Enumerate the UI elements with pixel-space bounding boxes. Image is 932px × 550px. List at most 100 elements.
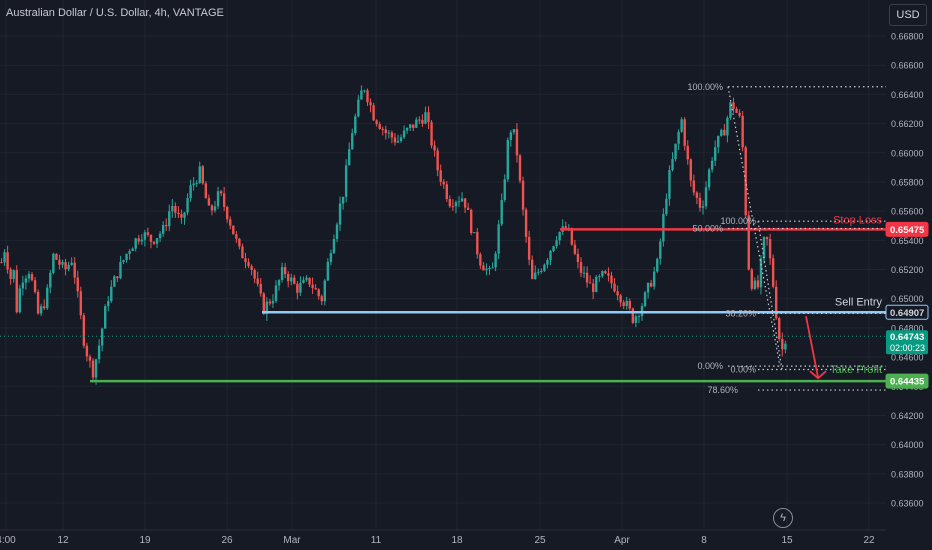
candle-body (549, 250, 552, 261)
candle-body (726, 117, 729, 136)
candle-body (39, 306, 43, 314)
candle-body (348, 149, 351, 166)
candle-body (683, 119, 686, 146)
candle-body (695, 192, 699, 198)
candle-body (152, 241, 156, 244)
candle-body (686, 145, 689, 160)
time-axis[interactable]: 4:00 12 19 26 Mar 11 18 25 Apr 8 15 22 (0, 529, 886, 546)
candle-body (704, 187, 708, 207)
candle-body (637, 316, 641, 318)
price-tick-label: 0.65000 (891, 294, 924, 304)
current-price-badge: 0.64743 (890, 332, 924, 343)
candle-body (27, 274, 31, 279)
candle-body (30, 274, 34, 281)
candle-body (67, 264, 70, 270)
candle-body (720, 129, 723, 136)
candle-body (470, 209, 473, 234)
candle-body (430, 122, 433, 146)
time-tick-label: 12 (57, 535, 69, 546)
candle-body (656, 258, 659, 272)
sell-entry-label: Sell Entry (835, 296, 883, 308)
candle-body (143, 232, 147, 240)
candle-body (21, 282, 25, 289)
candle-body (512, 129, 516, 133)
candle-body (613, 283, 616, 292)
candle-body (128, 251, 131, 254)
candle-body (192, 183, 195, 186)
candle-body (287, 274, 290, 282)
candle-body (344, 165, 348, 197)
time-tick-label: 15 (781, 535, 793, 546)
candle-body (570, 227, 574, 245)
candle-body (6, 252, 9, 270)
candle-body (250, 266, 253, 271)
candle-body (259, 283, 262, 294)
candle-body (104, 306, 107, 329)
candle-body (198, 166, 201, 183)
price-tick-label: 0.66400 (891, 90, 924, 100)
candle-body (515, 129, 519, 156)
lightning-icon[interactable]: ϟ (773, 508, 793, 528)
candle-body (439, 170, 442, 182)
candle-body (91, 360, 95, 378)
candle-body (351, 133, 354, 150)
candle-body (540, 270, 543, 272)
time-tick-label: 11 (371, 535, 382, 546)
price-axis[interactable]: 0.66800 0.66600 0.66400 0.66200 0.66000 0.658… (886, 0, 932, 550)
candle-body (299, 282, 302, 293)
candle-body (24, 278, 28, 283)
candle-body (677, 131, 680, 144)
candle-body (116, 276, 119, 279)
candle-body (619, 295, 622, 303)
candle-body (659, 241, 662, 259)
candle-body (134, 238, 137, 249)
candle-body (680, 119, 683, 132)
candle-body (671, 159, 674, 171)
candle-body (451, 206, 455, 208)
candle-body (85, 345, 89, 357)
currency-button[interactable]: USD (889, 4, 927, 26)
candle-body (582, 272, 586, 274)
candle-body (332, 239, 336, 254)
candle-body (305, 277, 308, 280)
candle-body (384, 129, 387, 134)
fib-level-label: 38.20% (725, 308, 756, 318)
candle-body (448, 199, 452, 207)
candle-body (710, 160, 714, 170)
candle-body (165, 225, 168, 227)
time-tick-label: 22 (863, 535, 875, 546)
candle-body (634, 316, 638, 323)
candle-body (482, 265, 485, 271)
candle-body (253, 270, 256, 279)
candle-body (94, 359, 98, 378)
candle-body (592, 283, 595, 292)
trade-levels[interactable]: Stop Loss Sell Entry Take Profit (0, 214, 886, 383)
candle-body (771, 258, 775, 287)
candle-body (180, 214, 183, 218)
candle-body (122, 260, 125, 262)
candle-body (320, 296, 323, 302)
candlestick-series (0, 85, 787, 385)
candle-body (488, 267, 491, 269)
candle-body (396, 141, 400, 143)
arrow-shaft (805, 316, 819, 378)
candle-body (427, 112, 430, 123)
candle-body (732, 102, 735, 109)
price-axis-bg (886, 0, 932, 550)
stop-loss-badge: 0.65475 (890, 225, 925, 236)
candle-body (195, 182, 198, 184)
candle-body (454, 202, 458, 207)
candle-body (616, 291, 619, 296)
candle-body (445, 184, 448, 200)
candle-body (714, 147, 717, 161)
candle-body (207, 198, 211, 206)
candle-body (161, 225, 165, 234)
candle-body (168, 211, 171, 227)
candle-body (729, 102, 732, 118)
time-tick-label: 19 (139, 535, 151, 546)
candle-body (268, 301, 272, 304)
candle-body (409, 124, 412, 129)
fibonacci-retracements[interactable]: 100.00%50.00%0.00%100.00%38.20%0.00%78.6… (687, 82, 886, 395)
candle-body (665, 198, 668, 215)
